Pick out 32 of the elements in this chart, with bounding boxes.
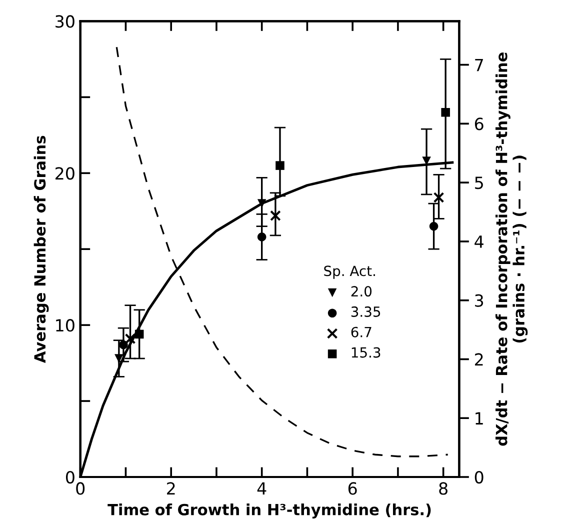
point [276, 161, 284, 170]
y2-tick-label: 4 [474, 236, 484, 248]
y-tick-label: 20 [56, 167, 74, 180]
legend-title: Sp. Act. [324, 266, 375, 279]
x-tick-label: 8 [439, 482, 448, 495]
y-axis-title: Average Number of Grains [34, 136, 49, 363]
y2-tick-label: 5 [475, 176, 483, 190]
x-axis-title: Time of Growth in H³-thymidine (hrs.) [108, 504, 431, 518]
y2-tick-label: 1 [476, 412, 483, 424]
y-tick-label: 10 [56, 319, 74, 332]
point [119, 340, 128, 350]
y2-tick-label: 6 [474, 118, 484, 130]
y-tick-label: 30 [56, 15, 74, 28]
legend-label: 15.3 [352, 347, 380, 358]
y2-axis-title: dX/dt − Rate of Incorporation of H³-thymidine (grains · hr.⁻¹) (− − −) [496, 52, 528, 446]
x-tick-label: 4 [257, 482, 266, 495]
legend-label: 3.35 [351, 306, 380, 317]
point [270, 210, 281, 222]
point [257, 232, 266, 242]
y2-tick-label: 2 [475, 353, 483, 366]
legend-label: 6.7 [351, 326, 372, 338]
x-tick-label: 0 [76, 482, 85, 495]
x-tick-label: 2 [167, 482, 175, 495]
point [429, 222, 438, 231]
y2-tick-label: 0 [474, 470, 484, 484]
point [134, 330, 144, 339]
legend-label: 2.0 [351, 286, 372, 297]
y2-tick-label: 3 [475, 294, 484, 307]
y2-tick-label: 7 [475, 58, 483, 72]
point [441, 108, 450, 117]
x-tick-label: 6 [348, 482, 357, 495]
y-tick-label: 0 [66, 470, 74, 484]
